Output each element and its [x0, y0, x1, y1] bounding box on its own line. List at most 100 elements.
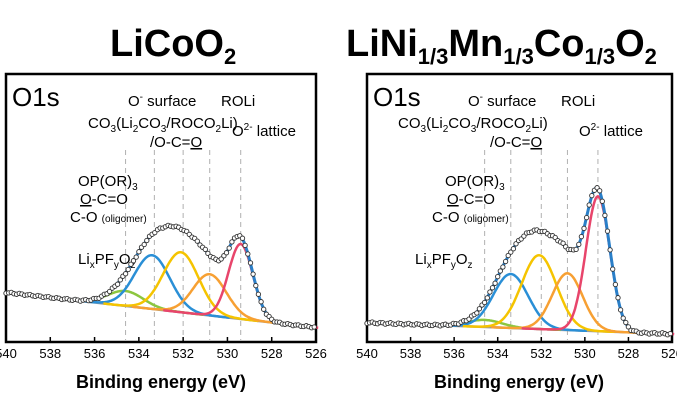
region-label: O1s: [12, 82, 60, 112]
data-point: [128, 261, 134, 267]
data-point: [615, 295, 621, 301]
x-tick-label: 536: [443, 346, 465, 361]
data-point: [117, 277, 123, 283]
data-point: [620, 315, 626, 321]
label-co-oligomer: C-O (oligomer): [70, 209, 147, 226]
data-point: [245, 251, 251, 257]
label-o2-lattice: O2- lattice: [579, 122, 643, 140]
data-point: [510, 246, 517, 252]
data-point: [474, 310, 480, 316]
label-oc: O-C=O: [447, 191, 495, 208]
plot-frame: [365, 72, 674, 344]
data-point: [250, 271, 256, 277]
component-peak: [131, 272, 288, 326]
data-point: [133, 254, 139, 260]
data-point: [581, 225, 587, 232]
data-point: [476, 306, 483, 312]
plot-frame: [4, 72, 318, 344]
data-point: [229, 239, 235, 245]
data-point: [255, 291, 262, 297]
data-point: [573, 246, 579, 253]
x-tick-label: 540: [0, 346, 17, 361]
data-point: [610, 266, 616, 272]
label-co3: CO3(Li2CO3/ROCO2Li): [398, 115, 548, 135]
data-point: [586, 202, 592, 208]
data-points: [364, 185, 673, 338]
data-point: [513, 241, 519, 247]
data-point: [508, 249, 514, 255]
data-point: [242, 242, 248, 249]
x-tick-label: 540: [356, 346, 378, 361]
x-tick-label: 534: [487, 346, 509, 361]
data-point: [226, 245, 232, 251]
data-point: [125, 266, 131, 273]
data-point: [667, 330, 673, 337]
data-point: [492, 280, 498, 286]
label-oc: O-C=O: [80, 191, 128, 208]
data-point: [560, 240, 566, 246]
label-o2-lattice: O2- lattice: [232, 122, 296, 140]
data-point: [144, 237, 150, 244]
peak-fits: [5, 224, 319, 329]
data-point: [253, 282, 259, 289]
data-point: [625, 324, 632, 330]
data-point: [578, 233, 585, 240]
x-tick-label: 534: [128, 346, 150, 361]
label-co3: CO3(Li2CO3/ROCO2Li): [88, 115, 238, 135]
x-tick-label: 538: [39, 346, 61, 361]
label-roli: ROLi: [221, 93, 255, 110]
data-point: [489, 285, 496, 291]
label-ocoo: /O-C=O: [490, 134, 542, 151]
label-o-surface: O- surface: [468, 92, 536, 110]
x-axis-label: Binding energy (eV): [434, 372, 604, 392]
x-tick-label: 532: [530, 346, 552, 361]
panel-right: O1s O- surface ROLi O2- lattice CO3(Li2C…: [356, 72, 677, 392]
data-point: [484, 295, 490, 301]
data-point: [505, 252, 511, 259]
peak-fits: [366, 186, 675, 336]
data-point: [136, 249, 142, 255]
x-tick-label: 530: [574, 346, 596, 361]
data-point: [607, 247, 613, 253]
data-point: [261, 306, 267, 312]
x-tick-label: 526: [305, 346, 327, 361]
component-peak: [103, 250, 259, 323]
x-tick-label: 536: [84, 346, 106, 361]
data-point: [589, 192, 595, 199]
data-point: [502, 258, 509, 265]
label-o-surface: O- surface: [128, 92, 196, 110]
data-point: [239, 235, 246, 241]
component-peak: [491, 272, 644, 335]
data-point: [247, 260, 254, 266]
data-point: [481, 299, 488, 306]
data-point: [617, 307, 624, 313]
data-point: [495, 273, 501, 280]
x-tick-label: 538: [400, 346, 422, 361]
data-point: [223, 250, 230, 256]
envelope-curve: [366, 186, 672, 336]
data-point: [141, 241, 147, 248]
data-point: [311, 324, 317, 330]
x-axis-ticks: 540 538 536 534 532 530 528 526: [356, 337, 677, 361]
data-point: [258, 299, 264, 305]
data-point: [497, 268, 503, 274]
data-point: [106, 288, 113, 295]
data-point: [604, 228, 611, 234]
title-right: LiNi1/3Mn1/3Co1/3O2: [346, 23, 657, 69]
data-point: [202, 246, 208, 253]
data-point: [218, 256, 224, 262]
x-tick-label: 528: [261, 346, 283, 361]
region-label: O1s: [373, 82, 421, 112]
data-point: [194, 238, 200, 244]
data-point: [130, 258, 137, 264]
component-peak: [462, 253, 616, 334]
label-op: OP(OR)3: [445, 173, 505, 193]
x-tick-label: 528: [618, 346, 640, 361]
panel-left: O1s O- surface ROLi O2- lattice CO3(Li2C…: [0, 72, 327, 392]
data-point: [583, 214, 590, 221]
label-ocoo: /O-C=O: [150, 134, 202, 151]
data-point: [623, 319, 629, 326]
data-point: [487, 289, 493, 295]
x-tick-label: 526: [661, 346, 677, 361]
